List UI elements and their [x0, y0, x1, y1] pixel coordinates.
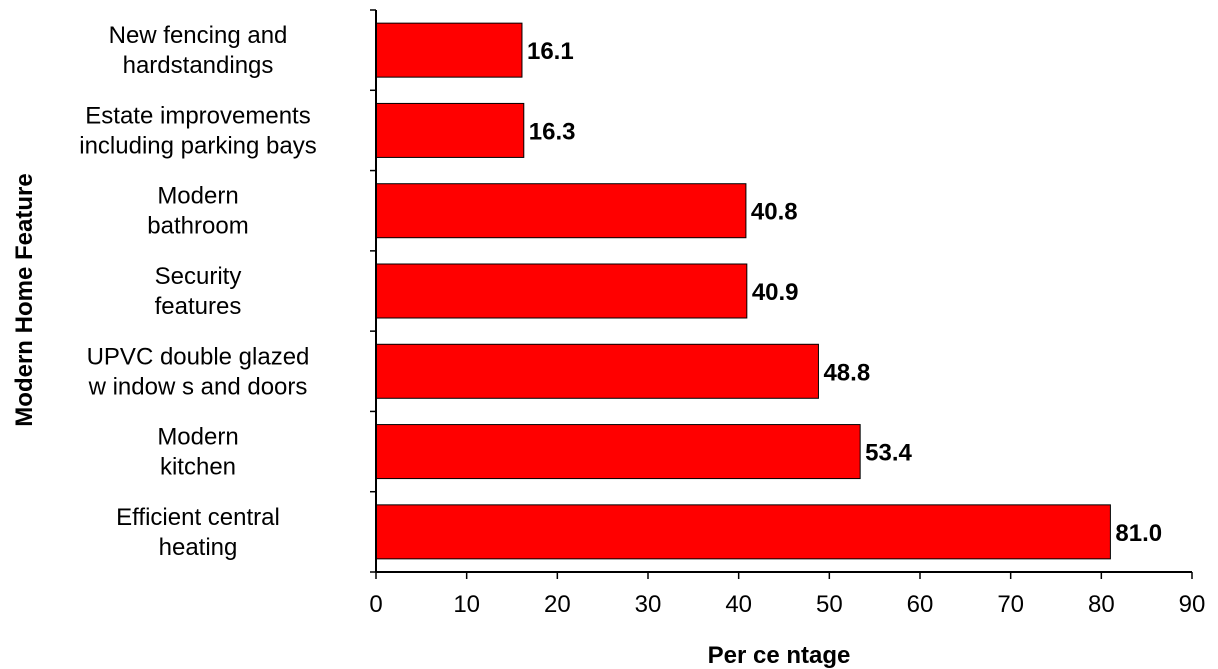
x-tick-label: 0: [369, 591, 382, 618]
category-label-line: heating: [159, 534, 238, 561]
category-label-line: Efficient central: [116, 504, 280, 531]
bar-value-label: 40.9: [752, 279, 799, 306]
bar-value-label: 16.1: [527, 38, 574, 65]
category-label: Modern kitchen: [157, 424, 238, 481]
x-tick-label: 60: [907, 591, 934, 618]
bar: [375, 102, 525, 158]
category-label-line: New fencing and: [109, 22, 288, 49]
bar-value-label: 48.8: [823, 359, 870, 386]
category-label-line: UPVC double glazed: [87, 343, 310, 370]
x-tick-label: 30: [635, 591, 662, 618]
x-axis-title: Per ce ntage: [708, 642, 851, 669]
category-label: New fencing and hardstandings: [109, 22, 288, 79]
category-label-line: kitchen: [160, 454, 236, 481]
category-label-line: bathroom: [147, 213, 248, 240]
bar-value-label: 53.4: [865, 440, 912, 467]
category-label-line: hardstandings: [123, 52, 274, 79]
labels-layer: 81.0 Efficient central heating 53.4 Modern ki…: [79, 22, 1205, 618]
category-label-line: Security: [155, 263, 242, 290]
axes-layer: [370, 9, 1193, 579]
x-tick-label: 20: [544, 591, 571, 618]
category-label-line: Estate improvements: [85, 102, 310, 129]
category-label-line: Modern: [157, 424, 238, 451]
category-label: UPVC double glazed w indow s and doors: [87, 343, 310, 400]
category-label-line: Modern: [157, 183, 238, 210]
bar: [375, 343, 819, 399]
category-label-line: including parking bays: [79, 132, 316, 159]
bar: [375, 424, 861, 480]
category-label: Security features: [155, 263, 242, 320]
bar: [375, 183, 747, 239]
bar: [375, 22, 523, 78]
bar: [375, 504, 1111, 560]
bar-value-label: 81.0: [1115, 520, 1162, 547]
x-tick-label: 70: [997, 591, 1024, 618]
category-label: Efficient central heating: [116, 504, 280, 561]
category-label-line: features: [155, 293, 242, 320]
bars-layer: [375, 22, 1111, 560]
bar-value-label: 40.8: [751, 199, 798, 226]
bar: [375, 263, 748, 319]
x-tick-label: 50: [816, 591, 843, 618]
category-label: Modern bathroom: [147, 183, 248, 240]
x-tick-label: 80: [1088, 591, 1115, 618]
category-label: Estate improvements including parking bay…: [79, 102, 316, 159]
x-tick-label: 90: [1179, 591, 1206, 618]
x-tick-label: 10: [453, 591, 480, 618]
x-tick-label: 40: [725, 591, 752, 618]
category-label-line: w indow s and doors: [88, 373, 308, 400]
bar-value-label: 16.3: [529, 118, 576, 145]
y-axis-title: Modern Home Feature: [11, 173, 38, 426]
